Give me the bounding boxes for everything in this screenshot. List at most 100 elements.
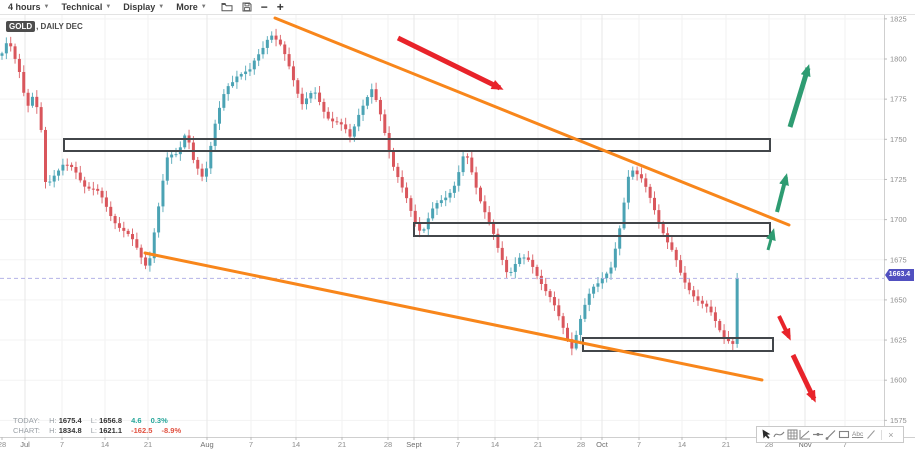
candle-body bbox=[500, 247, 504, 260]
cursor-tool-icon[interactable] bbox=[760, 428, 772, 441]
candle-body bbox=[679, 260, 683, 273]
low-label: L: bbox=[90, 416, 97, 425]
candle-body bbox=[152, 232, 156, 259]
candle-body bbox=[331, 118, 335, 122]
candle-body bbox=[670, 242, 674, 250]
candle-body bbox=[696, 296, 700, 301]
candle-body bbox=[618, 228, 622, 249]
candle-body bbox=[139, 247, 143, 258]
candle-body bbox=[39, 107, 43, 130]
grid-tool-icon[interactable] bbox=[786, 428, 798, 441]
candle-body bbox=[200, 168, 204, 177]
support-resistance-zone[interactable] bbox=[413, 222, 771, 237]
chart-high-value: 1834.8 bbox=[58, 426, 82, 435]
high-label: H: bbox=[49, 416, 57, 425]
arrow-annotation[interactable] bbox=[777, 315, 791, 341]
trendline[interactable] bbox=[273, 16, 791, 227]
arrow-annotation[interactable] bbox=[790, 353, 817, 403]
open-folder-icon[interactable] bbox=[221, 2, 233, 12]
candle-body bbox=[405, 187, 409, 199]
candle-body bbox=[544, 284, 548, 292]
candle-body bbox=[709, 306, 713, 313]
candle-body bbox=[539, 275, 543, 285]
candle-body bbox=[309, 93, 313, 99]
candle-body bbox=[57, 170, 61, 176]
candle-body bbox=[435, 203, 439, 209]
menu-display[interactable]: Display ▼ bbox=[123, 0, 164, 14]
candle-body bbox=[213, 123, 217, 146]
candle-body bbox=[587, 293, 591, 305]
time-axis-label: 21 bbox=[534, 440, 542, 449]
candle-body bbox=[361, 105, 365, 115]
menu-display-label: Display bbox=[123, 2, 156, 12]
support-resistance-zone[interactable] bbox=[63, 138, 771, 152]
candle-body bbox=[291, 66, 295, 81]
arrow-annotation[interactable] bbox=[775, 173, 789, 213]
chart-change-pct: -8.9% bbox=[161, 426, 182, 435]
horizontal-line-tool-icon[interactable] bbox=[812, 428, 824, 441]
menu-more[interactable]: More ▼ bbox=[176, 0, 206, 14]
trendline[interactable] bbox=[143, 251, 764, 382]
arrow-annotation[interactable] bbox=[396, 35, 504, 91]
candle-body bbox=[183, 135, 187, 148]
candle-body bbox=[692, 290, 696, 297]
symbol-badge: GOLD bbox=[6, 21, 36, 32]
zoom-in-button[interactable]: + bbox=[276, 0, 284, 14]
candle-body bbox=[566, 327, 569, 340]
menu-technical[interactable]: Technical ▼ bbox=[61, 0, 111, 14]
gridlines bbox=[0, 15, 884, 437]
save-icon[interactable] bbox=[242, 2, 252, 12]
curve-tool-icon[interactable] bbox=[773, 428, 785, 441]
candle-body bbox=[261, 47, 265, 55]
candle-body bbox=[239, 74, 243, 77]
candle-body bbox=[87, 186, 91, 189]
close-toolbar-button[interactable]: × bbox=[888, 429, 894, 440]
candle-body bbox=[526, 257, 530, 260]
candle-body bbox=[157, 206, 161, 233]
candle-body bbox=[74, 166, 78, 173]
candle-body bbox=[26, 92, 30, 106]
arrow-annotation[interactable] bbox=[766, 228, 776, 251]
candle-body bbox=[0, 53, 4, 56]
time-axis-label: 28 bbox=[384, 440, 392, 449]
top-toolbar: 4 hours ▼ Technical ▼ Display ▼ More ▼ −… bbox=[0, 0, 915, 15]
today-label: TODAY: bbox=[13, 416, 40, 425]
price-axis-label: 1775 bbox=[890, 95, 907, 104]
chevron-down-icon: ▼ bbox=[158, 4, 165, 10]
timeframe-dropdown[interactable]: 4 hours ▼ bbox=[8, 0, 49, 14]
channel-tool-icon[interactable] bbox=[799, 428, 811, 441]
candle-body bbox=[722, 330, 726, 338]
arrow-annotation[interactable] bbox=[787, 64, 811, 128]
chevron-down-icon: ▼ bbox=[105, 4, 112, 10]
candle-body bbox=[674, 249, 678, 261]
candle-body bbox=[209, 145, 213, 169]
trend-line-tool-icon[interactable] bbox=[825, 428, 837, 441]
candle-body bbox=[648, 186, 652, 198]
candle-body bbox=[439, 200, 443, 204]
rectangle-tool-icon[interactable] bbox=[838, 428, 850, 441]
candle-body bbox=[496, 233, 500, 248]
price-axis-label: 1750 bbox=[890, 135, 907, 144]
candle-body bbox=[222, 94, 226, 108]
candle-body bbox=[365, 97, 369, 106]
candle-body bbox=[579, 318, 583, 335]
candle-body bbox=[252, 60, 256, 70]
candle-body bbox=[383, 114, 387, 134]
series-label: , DAILY DEC bbox=[36, 22, 83, 31]
text-tool-button[interactable]: Abc bbox=[852, 431, 864, 438]
low-label: L: bbox=[90, 426, 97, 435]
candle-body bbox=[409, 198, 413, 211]
time-axis-label: 21 bbox=[338, 440, 346, 449]
time-axis-label: Sept bbox=[406, 440, 422, 449]
candle-body bbox=[613, 248, 617, 268]
candle-body bbox=[335, 121, 339, 123]
time-axis-label: 21 bbox=[722, 440, 730, 449]
chart-low-value: 1621.1 bbox=[99, 426, 123, 435]
chevron-down-icon: ▼ bbox=[43, 4, 50, 10]
candle-body bbox=[400, 177, 404, 188]
candle-body bbox=[639, 174, 643, 179]
line-tool-icon[interactable] bbox=[865, 428, 877, 441]
zoom-out-button[interactable]: − bbox=[260, 0, 268, 14]
candle-body bbox=[13, 46, 17, 59]
